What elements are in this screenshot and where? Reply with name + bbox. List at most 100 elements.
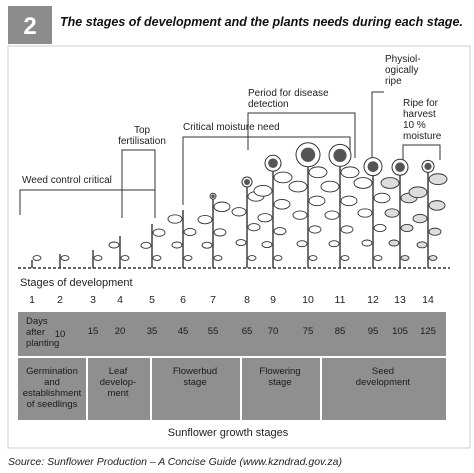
days-label: Days after planting bbox=[26, 316, 60, 349]
plants bbox=[31, 142, 448, 268]
plant-part bbox=[60, 255, 70, 261]
days-value: 65 bbox=[241, 326, 253, 337]
plant-part bbox=[152, 255, 162, 261]
stage-number: 14 bbox=[422, 294, 434, 306]
stage-number: 1 bbox=[29, 294, 35, 306]
plant-part bbox=[296, 240, 308, 248]
days-value: 70 bbox=[267, 326, 279, 337]
number-box bbox=[8, 6, 52, 44]
stage-number: 2 bbox=[57, 294, 63, 306]
phase-divider bbox=[150, 358, 152, 420]
days-value: 105 bbox=[392, 326, 408, 337]
plant-part bbox=[367, 161, 379, 173]
plant-part bbox=[340, 166, 360, 179]
days-value: 35 bbox=[146, 326, 158, 337]
days-value: 45 bbox=[177, 326, 189, 337]
plant-part bbox=[300, 147, 316, 162]
annotation: Physiol- ogically ripe bbox=[385, 54, 421, 87]
plant-part bbox=[428, 227, 442, 236]
plant-part bbox=[373, 192, 391, 204]
plant-part bbox=[171, 241, 183, 249]
plant-part bbox=[247, 255, 257, 261]
phases-band: Germination and establishment of seedlin… bbox=[18, 358, 446, 420]
days-value: 55 bbox=[207, 326, 219, 337]
plant-part bbox=[320, 180, 340, 193]
plant-part bbox=[268, 158, 278, 168]
bracket-weed bbox=[19, 189, 156, 215]
plant-part bbox=[357, 208, 373, 218]
plant-part bbox=[380, 177, 400, 189]
plant-part bbox=[340, 225, 354, 234]
plant-part bbox=[412, 213, 428, 224]
plant-part bbox=[308, 255, 318, 261]
plant-part bbox=[308, 225, 322, 234]
phase-label: Leaf develop- ment bbox=[99, 366, 137, 399]
plant-part bbox=[353, 177, 373, 189]
days-value: 75 bbox=[302, 326, 314, 337]
plant-part bbox=[373, 223, 387, 233]
annotation: Period for disease detection bbox=[248, 88, 329, 110]
stage-number: 12 bbox=[367, 294, 379, 306]
stage-number: 4 bbox=[117, 294, 123, 306]
plant-part bbox=[213, 201, 231, 213]
plant-part bbox=[388, 239, 400, 247]
plant-part bbox=[333, 148, 347, 162]
plant-part bbox=[384, 208, 400, 218]
plant-part bbox=[428, 200, 446, 211]
frame bbox=[7, 45, 471, 449]
plant-part bbox=[261, 241, 273, 249]
days-value: 125 bbox=[420, 326, 436, 337]
plant-part bbox=[292, 210, 308, 220]
header-title: The stages of development and the plants… bbox=[60, 15, 463, 29]
stage-number: 3 bbox=[90, 294, 96, 306]
bracket-harvest bbox=[402, 144, 441, 165]
plant-part bbox=[108, 241, 120, 249]
days-value: 20 bbox=[114, 326, 126, 337]
source: Source: Sunflower Production – A Concise… bbox=[8, 456, 343, 468]
caption: Sunflower growth stages bbox=[167, 427, 289, 439]
annotation: Ripe for harvest 10 % moisture bbox=[403, 98, 442, 142]
bracket-moisture bbox=[182, 136, 351, 205]
stage-number: 6 bbox=[180, 294, 186, 306]
days-band: Days after planting 10 15 20 35 45 55 65 70 75 85… bbox=[18, 312, 446, 356]
plant-part bbox=[183, 227, 197, 237]
stage-number: 5 bbox=[149, 294, 155, 306]
days-value: 10 bbox=[54, 329, 66, 340]
plant-part bbox=[120, 255, 130, 261]
phase-label: Germination and establishment of seedlin… bbox=[22, 366, 82, 410]
plant-part bbox=[152, 228, 166, 237]
bracket-ripe bbox=[371, 91, 384, 165]
plant-part bbox=[308, 166, 328, 179]
plant-part bbox=[257, 213, 273, 223]
stage-number: 9 bbox=[270, 294, 276, 306]
plant-part bbox=[328, 240, 340, 248]
plant-part bbox=[213, 255, 223, 261]
stage-number: 8 bbox=[244, 294, 250, 306]
phase-label: Seed development bbox=[355, 366, 411, 388]
plant-part bbox=[340, 195, 358, 207]
plant-part bbox=[416, 241, 428, 249]
annotation: Critical moisture need bbox=[183, 122, 280, 133]
days-value: 85 bbox=[334, 326, 346, 337]
days-value: 15 bbox=[87, 326, 99, 337]
plant-part bbox=[197, 214, 213, 225]
plant-part bbox=[32, 255, 42, 261]
annotation: Weed control critical bbox=[22, 175, 112, 186]
plant-part bbox=[324, 210, 340, 220]
plant-part bbox=[231, 207, 247, 217]
plant-part bbox=[213, 228, 227, 237]
days-value: 95 bbox=[367, 326, 379, 337]
plant-part bbox=[167, 214, 183, 224]
phase-divider bbox=[320, 358, 322, 420]
plant-part bbox=[93, 255, 103, 261]
plant-part bbox=[340, 255, 350, 261]
plant-part bbox=[400, 223, 414, 233]
plant-part bbox=[373, 255, 383, 261]
plant-part bbox=[247, 223, 261, 232]
phase-label: Flowering stage bbox=[259, 366, 301, 388]
stage-number: 13 bbox=[394, 294, 406, 306]
plant-part bbox=[253, 185, 273, 197]
bracket-disease bbox=[247, 112, 356, 158]
plant-part bbox=[400, 255, 410, 261]
